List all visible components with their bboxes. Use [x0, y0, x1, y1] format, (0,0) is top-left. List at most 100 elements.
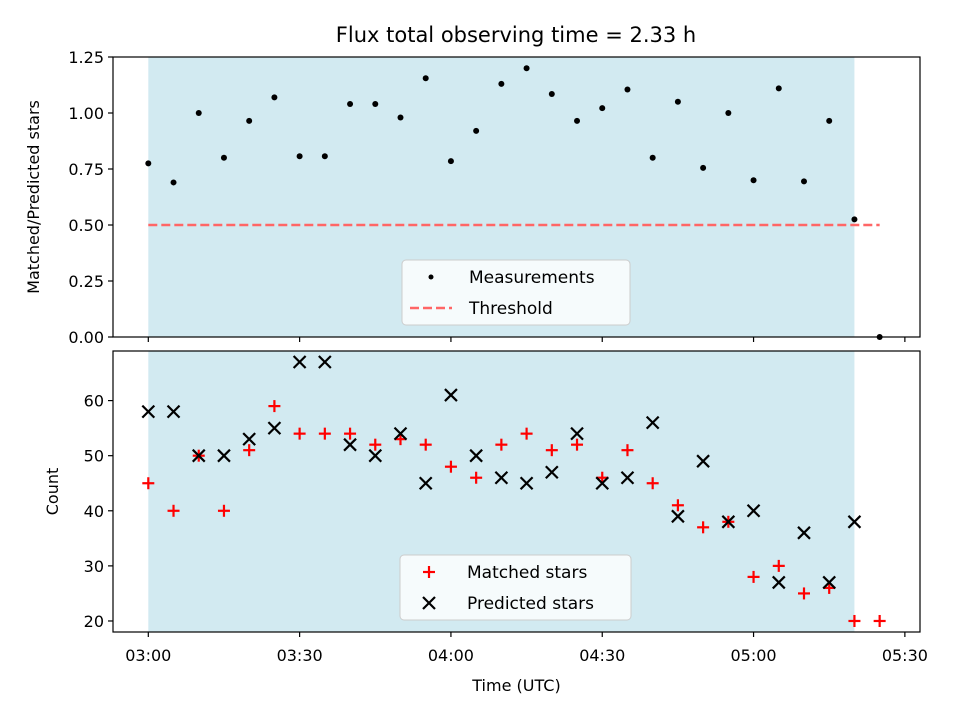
matched-star-point	[797, 587, 810, 600]
x-tick-label: 03:30	[277, 646, 323, 665]
matched-star-point	[318, 427, 331, 440]
matched-star-point	[671, 499, 684, 512]
measurement-point	[271, 94, 278, 101]
matched-star-point	[848, 614, 861, 627]
matched-star-point	[571, 438, 584, 451]
measurement-point	[599, 105, 606, 112]
predicted-star-point	[620, 470, 635, 485]
matched-star-point	[344, 427, 357, 440]
matched-star-point	[268, 400, 281, 413]
measurement-point	[775, 85, 782, 92]
matched-star-point	[293, 427, 306, 440]
legend-measurement-swatch	[428, 274, 434, 280]
legend-box	[401, 259, 631, 326]
measurement-point	[800, 178, 807, 185]
x-tick-label: 05:00	[731, 646, 777, 665]
y-tick-label: 40	[84, 502, 104, 521]
predicted-star-point	[696, 454, 710, 468]
measurement-point	[422, 75, 429, 82]
predicted-star-point	[645, 415, 660, 430]
measurement-point	[523, 65, 530, 72]
predicted-star-point	[847, 515, 862, 529]
legend-label: Threshold	[468, 299, 553, 319]
measurement-point	[397, 114, 404, 121]
predicted-star-point	[494, 470, 509, 485]
y-tick-label: 60	[84, 392, 104, 411]
predicted-star-point	[191, 448, 206, 463]
axes-frame	[112, 350, 921, 633]
measurement-point	[372, 101, 379, 108]
y-tick-label: 0.00	[68, 328, 104, 347]
predicted-star-point	[797, 526, 811, 540]
y-tick-label: 1.25	[68, 48, 104, 67]
matched-star-point	[697, 521, 710, 534]
x-axis-label: Time (UTC)	[471, 676, 560, 695]
predicted-star-point	[141, 404, 156, 419]
predicted-star-point	[166, 404, 181, 419]
predicted-star-point	[746, 504, 761, 518]
predicted-star-point	[217, 448, 231, 463]
measurement-point	[851, 216, 858, 223]
matched-star-point	[142, 477, 155, 490]
measurement-point	[725, 110, 732, 116]
predicted-star-point	[393, 426, 408, 441]
predicted-star-point	[292, 355, 307, 369]
predicted-star-point	[595, 476, 610, 491]
matched-star-point	[646, 477, 659, 490]
matched-star-point	[369, 438, 382, 451]
y-tick-label: 30	[84, 557, 104, 576]
predicted-star-point	[368, 448, 383, 463]
y-axis-label: Count	[43, 468, 62, 516]
measurement-point	[700, 164, 707, 171]
measurement-point	[826, 117, 833, 124]
legend-predicted-swatch	[422, 596, 436, 610]
y-tick-label: 0.25	[68, 272, 104, 291]
measurement-point	[296, 153, 303, 160]
y-tick-label: 20	[84, 612, 104, 631]
x-tick-label: 03:00	[125, 646, 171, 665]
matched-star-point	[217, 504, 230, 517]
y-axis-label: Matched/Predicted stars	[24, 100, 43, 294]
predicted-star-point	[267, 421, 282, 435]
matched-star-point	[444, 460, 457, 473]
legend: Matched stars Predicted stars	[399, 554, 632, 621]
predicted-star-point	[822, 575, 836, 590]
measurement-point	[649, 154, 656, 161]
matched-star-point	[470, 471, 483, 484]
matched-star-point	[621, 444, 634, 457]
legend-box	[399, 554, 632, 621]
predicted-star-point	[771, 575, 786, 590]
predicted-star-point	[444, 388, 458, 402]
matched-star-point	[747, 570, 760, 583]
predicted-star-point	[469, 448, 483, 463]
matched-star-point	[520, 427, 533, 440]
predicted-star-point	[343, 437, 357, 452]
measurement-point	[145, 160, 152, 167]
axes-frame	[112, 56, 921, 338]
legend-matched-swatch	[423, 566, 435, 578]
matched-star-point	[873, 614, 886, 627]
predicted-star-point	[545, 465, 559, 479]
matched-star-point	[243, 444, 256, 457]
measurement-point	[498, 80, 505, 87]
measurement-point	[750, 177, 757, 184]
matched-star-point	[167, 504, 180, 517]
y-tick-label: 0.50	[68, 216, 104, 235]
top-panel: 0.00 0.25 0.50 0.75 1.00 1.25 Matched/Predicte…	[24, 48, 921, 347]
matched-star-point	[772, 559, 785, 572]
legend: Measurements Threshold	[401, 259, 631, 326]
measurement-point	[624, 86, 631, 93]
predicted-star-point	[318, 355, 332, 369]
measurement-point	[321, 153, 328, 160]
predicted-star-point	[671, 509, 685, 524]
measurement-point	[246, 117, 253, 124]
x-tick-label: 04:00	[428, 646, 474, 665]
matched-star-point	[545, 444, 558, 457]
measurement-point	[574, 117, 581, 124]
y-tick-label: 50	[84, 447, 104, 466]
figure-title: Flux total observing time = 2.33 h	[336, 23, 696, 47]
measurement-point	[347, 101, 354, 108]
bottom-panel: 20 30 40 50 60 03:00 03:30 04:00 04:30 05:00 05:30…	[43, 350, 928, 695]
measurement-point	[548, 90, 555, 97]
